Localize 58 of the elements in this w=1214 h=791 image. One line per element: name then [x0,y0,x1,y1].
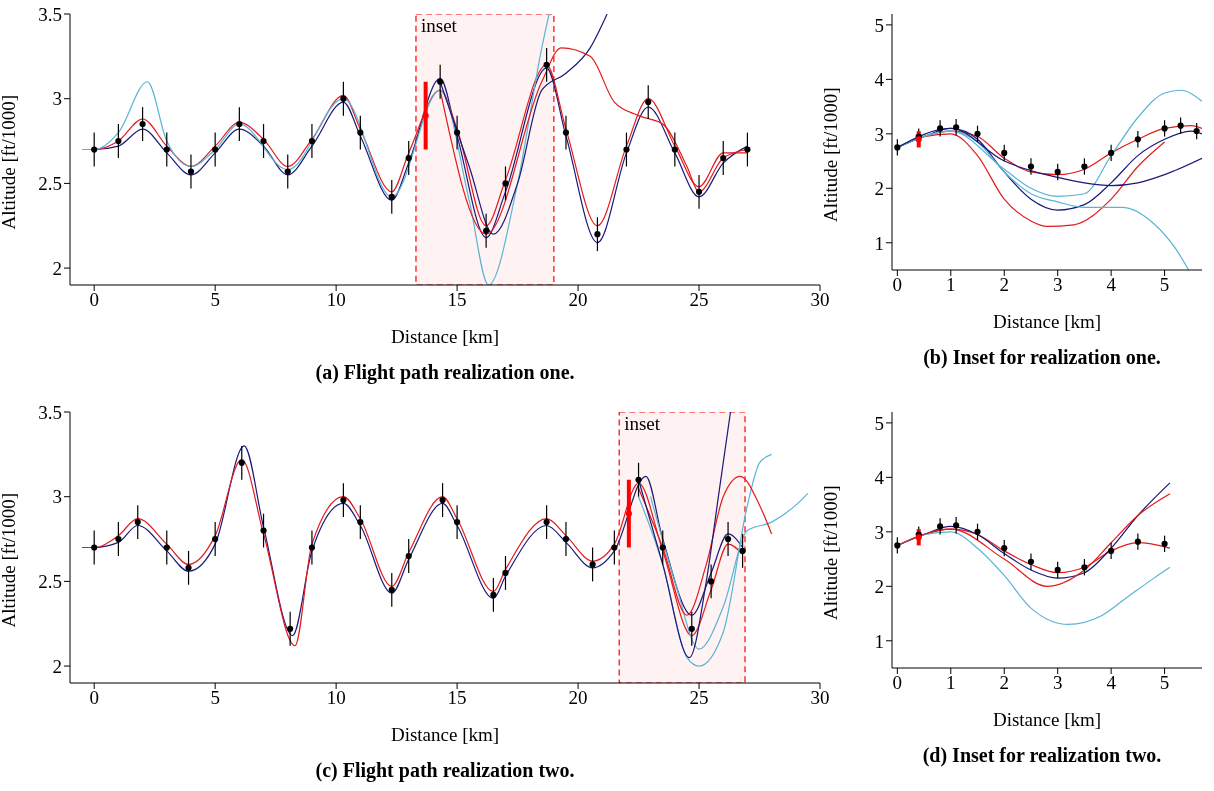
y-tick-label: 3.5 [38,3,62,25]
x-axis-title: Distance [km] [992,709,1102,730]
x-tick-label: 5 [210,687,220,709]
x-tick-label: 30 [810,289,830,311]
y-tick-label: 1 [874,630,884,652]
x-tick-label: 2 [999,274,1009,296]
y-tick-label: 5 [874,412,884,434]
y-tick-label: 4 [874,467,885,489]
x-tick-label: 20 [568,289,588,311]
y-tick-label: 2.5 [38,571,62,593]
x-tick-label: 0 [89,687,99,709]
x-tick-label: 5 [210,289,220,311]
x-tick-label: 4 [1106,274,1117,296]
y-tick-label: 2 [874,178,884,200]
x-tick-label: 0 [892,274,903,296]
y-axis-title: Altitude [ft/1000] [0,492,19,628]
x-axis-title: Distance [km] [390,724,500,745]
y-tick-label: 2 [52,655,62,677]
y-tick-label: 2 [52,257,62,279]
x-tick-label: 25 [689,289,709,311]
text: (b) Inset for realization one. [922,346,1162,369]
text: (d) Inset for realization two. [921,744,1163,767]
x-tick-label: 25 [689,687,709,709]
x-tick-label: 1 [946,274,956,296]
text: (c) Flight path realization two. [314,759,576,782]
x-tick-label: 10 [326,289,346,311]
y-tick-label: 1 [874,232,884,254]
y-tick-label: 3 [874,123,884,145]
x-tick-label: 15 [447,687,467,709]
y-tick-label: 2 [874,576,884,598]
x-tick-label: 3 [1052,672,1063,694]
y-tick-label: 2.5 [38,173,62,195]
x-tick-label: 4 [1106,672,1117,694]
y-tick-label: 3 [52,486,62,508]
x-axis-title: Distance [km] [390,326,500,347]
x-tick-label: 2 [999,672,1009,694]
y-tick-label: 3 [874,521,884,543]
x-tick-label: 15 [447,289,467,311]
y-axis-title: Altitude [ft/1000] [819,485,841,620]
y-axis-title: Altitude [ft/1000] [0,94,19,230]
x-tick-label: 5 [1159,274,1170,296]
x-tick-label: 0 [892,672,903,694]
x-axis-title: Distance [km] [992,311,1102,332]
y-tick-label: 3.5 [38,401,62,423]
x-tick-label: 20 [568,687,588,709]
y-axis-title: Altitude [ft/1000] [819,87,841,222]
x-tick-label: 1 [946,672,956,694]
x-tick-label: 0 [89,289,99,311]
text: (a) Flight path realization one. [314,361,576,384]
x-tick-label: 5 [1159,672,1170,694]
band-label: inset [420,15,458,37]
y-tick-label: 4 [874,69,885,91]
x-tick-label: 30 [810,687,830,709]
x-tick-label: 10 [326,687,346,709]
y-tick-label: 5 [874,14,884,36]
x-tick-label: 3 [1052,274,1063,296]
y-tick-label: 3 [52,88,62,110]
band-label: inset [624,413,661,435]
